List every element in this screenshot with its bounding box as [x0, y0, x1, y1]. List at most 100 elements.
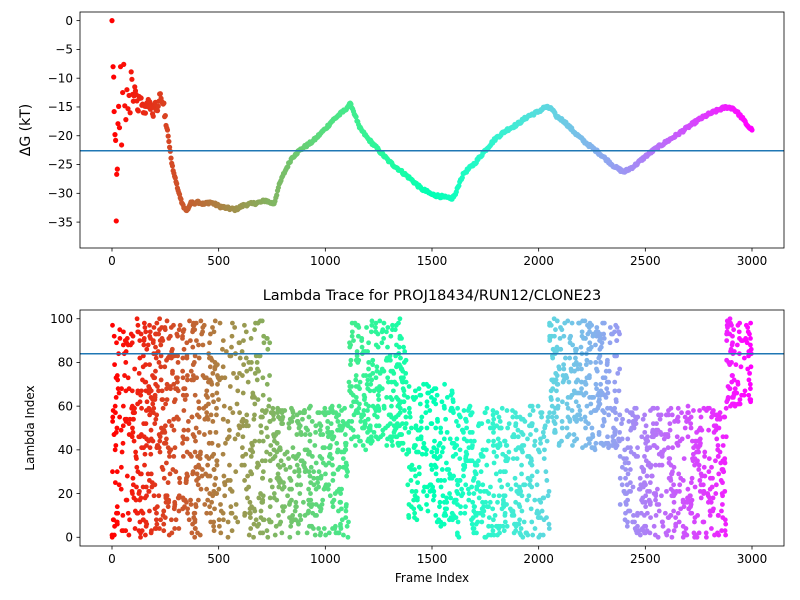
lambda-point: [593, 360, 599, 365]
lambda-point: [424, 502, 429, 507]
lambda-point: [676, 519, 682, 525]
lambda-point: [463, 456, 469, 461]
lambda-point: [240, 434, 246, 440]
lambda-chart-title: Lambda Trace for PROJ18434/RUN12/CLONE23: [263, 288, 602, 304]
lambda-point: [493, 471, 499, 477]
lambda-point: [187, 338, 193, 343]
lambda-point: [506, 421, 512, 427]
lambda-point: [170, 353, 176, 359]
lambda-point: [211, 329, 217, 335]
lambda-point: [433, 401, 439, 407]
lambda-point: [326, 445, 332, 451]
lambda-point: [674, 488, 679, 494]
lambda-point: [723, 532, 729, 538]
lambda-point: [459, 486, 465, 492]
lambda-point: [501, 528, 507, 534]
lambda-point: [129, 434, 135, 440]
lambda-point: [551, 410, 557, 416]
lambda-point: [639, 434, 645, 440]
lambda-point: [292, 508, 298, 514]
lambda-point: [554, 388, 559, 394]
lambda-point: [468, 438, 474, 444]
lambda-point: [725, 325, 730, 330]
lambda-point: [109, 532, 115, 538]
lambda-point: [199, 473, 205, 479]
lambda-point: [660, 449, 666, 455]
lambda-point: [598, 344, 604, 350]
lambda-point: [703, 534, 709, 540]
delta-g-y-axis-label: ΔG (kT): [18, 104, 34, 156]
lambda-point: [661, 436, 667, 442]
lambda-point: [549, 403, 555, 409]
lambda-point: [165, 480, 171, 486]
lambda-point: [368, 329, 374, 335]
lambda-point: [156, 388, 161, 394]
lambda-point: [294, 432, 300, 437]
lambda-point: [535, 447, 541, 453]
lambda-point: [110, 414, 116, 420]
lambda-point: [675, 405, 681, 411]
lambda-point: [260, 493, 266, 499]
lambda-point: [373, 329, 379, 335]
lambda-point: [389, 397, 395, 402]
lambda-point: [143, 329, 149, 335]
lambda-point: [676, 471, 682, 477]
lambda-point: [685, 495, 690, 501]
lambda-point: [184, 392, 189, 398]
lambda-point: [223, 349, 229, 354]
lambda-point: [444, 495, 449, 501]
lambda-point: [635, 523, 640, 529]
lambda-point: [558, 325, 563, 330]
lambda-point: [680, 523, 686, 529]
lambda-point: [139, 405, 144, 411]
lambda-point: [339, 425, 345, 431]
lambda-point: [300, 416, 305, 422]
lambda-point: [367, 427, 373, 433]
lambda-point: [420, 445, 426, 451]
lambda-point: [410, 395, 416, 400]
lambda-point: [617, 475, 623, 481]
lambda-point: [146, 488, 152, 494]
lambda-point: [637, 475, 643, 481]
lambda-point: [320, 432, 326, 437]
lambda-point: [358, 419, 364, 424]
lambda-point: [240, 416, 246, 422]
lambda-point: [502, 438, 508, 444]
lambda-point: [326, 530, 332, 536]
lambda-point: [685, 486, 691, 492]
lambda-point: [589, 445, 595, 451]
lambda-point: [689, 475, 695, 481]
lambda-point: [313, 460, 319, 466]
lambda-point: [451, 410, 456, 416]
lambda-point: [538, 410, 544, 416]
lambda-point: [308, 403, 313, 409]
lambda-point: [233, 515, 238, 520]
delta-g-point: [128, 69, 134, 75]
lambda-point: [405, 447, 411, 453]
x-tick-label: 2000: [523, 254, 554, 268]
lambda-point: [246, 532, 252, 538]
lambda-point: [401, 392, 407, 398]
lambda-point: [454, 419, 459, 424]
lambda-point: [118, 427, 124, 433]
lambda-point: [573, 346, 578, 352]
lambda-point: [471, 438, 477, 444]
lambda-point: [244, 368, 250, 374]
lambda-point: [513, 482, 519, 488]
lambda-point: [227, 462, 232, 468]
lambda-point: [612, 427, 618, 433]
lambda-point: [196, 414, 202, 420]
lambda-point: [603, 368, 609, 374]
lambda-point: [654, 486, 660, 492]
delta-g-point: [109, 18, 115, 24]
lambda-point: [642, 480, 647, 486]
x-tick-label: 1500: [417, 254, 448, 268]
lambda-point: [675, 443, 681, 448]
lambda-point: [583, 419, 589, 424]
lambda-point: [325, 425, 331, 431]
lambda-point: [190, 432, 196, 437]
lambda-point: [212, 482, 218, 488]
lambda-point: [332, 491, 338, 496]
lambda-point: [623, 499, 629, 505]
lambda-point: [275, 471, 281, 477]
